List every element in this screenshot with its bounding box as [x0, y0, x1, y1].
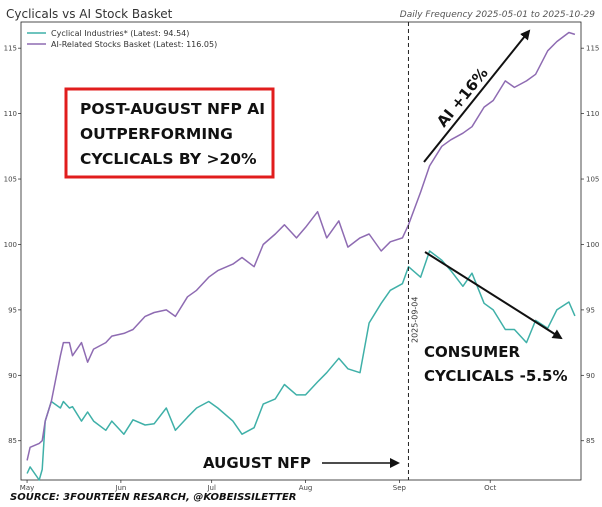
y-tick-label-left: 115 [4, 45, 17, 53]
ai-up-arrow [423, 29, 531, 163]
plot-frame [20, 21, 582, 481]
y-tick-label-right: 105 [586, 176, 599, 184]
outperform-callout: POST-AUGUST NFP AI OUTPERFORMING CYCLICA… [64, 87, 275, 179]
nfp-date-marker-label: 2025-09-04 [410, 297, 419, 344]
x-tick-label-may: May [20, 484, 34, 492]
source-note: SOURCE: 3FOURTEEN RESARCH, @KOBEISSILETT… [10, 492, 297, 503]
legend-label-ai: AI-Related Stocks Basket (Latest: 116.05… [51, 40, 217, 49]
outperform-callout-box [64, 87, 275, 179]
cyclicals-down-arrow [424, 251, 563, 340]
x-axis: May Jun Jul Aug Sep Oct [20, 480, 496, 492]
y-tick-label-right: 115 [586, 45, 599, 53]
consumer-line-1: CONSUMER [424, 343, 520, 361]
y-axis: 85 85 90 90 95 95 100 100 105 105 110 110 115 115 [4, 45, 600, 446]
x-tick-label-jul: Jul [206, 484, 216, 492]
y-tick-label-right: 95 [586, 306, 595, 314]
chart-title: Cyclicals vs AI Stock Basket [6, 7, 173, 21]
y-tick-label-right: 90 [586, 372, 595, 380]
legend: Cyclical Industries* (Latest: 94.54) AI-… [27, 29, 217, 49]
x-tick-label-oct: Oct [484, 484, 496, 492]
y-tick-label-left: 100 [4, 241, 17, 249]
series-line-cyclical [26, 250, 576, 481]
x-tick-label-aug: Aug [299, 484, 313, 492]
x-tick-label-jun: Jun [114, 484, 126, 492]
y-tick-label-left: 95 [8, 306, 17, 314]
outperform-line-3: CYCLICALS BY >20% [80, 150, 257, 168]
y-tick-label-right: 85 [586, 437, 595, 445]
y-tick-label-left: 90 [8, 372, 17, 380]
x-tick-label-sep: Sep [393, 484, 407, 492]
outperform-line-1: POST-AUGUST NFP AI [80, 100, 265, 118]
y-tick-label-left: 85 [8, 437, 17, 445]
legend-label-cyclical: Cyclical Industries* (Latest: 94.54) [51, 29, 189, 38]
series-line-ai [26, 31, 576, 461]
consumer-line-2: CYCLICALS -5.5% [424, 367, 568, 385]
y-tick-label-left: 110 [4, 110, 17, 118]
outperform-line-2: OUTPERFORMING [80, 125, 233, 143]
nfp-label: AUGUST NFP [203, 454, 311, 472]
ai-gain-label: AI +16% [433, 64, 492, 130]
y-tick-label-left: 105 [4, 176, 17, 184]
y-tick-label-right: 110 [586, 110, 599, 118]
y-tick-label-right: 100 [586, 241, 599, 249]
chart-subtitle: Daily Frequency 2025-05-01 to 2025-10-29 [400, 10, 595, 20]
